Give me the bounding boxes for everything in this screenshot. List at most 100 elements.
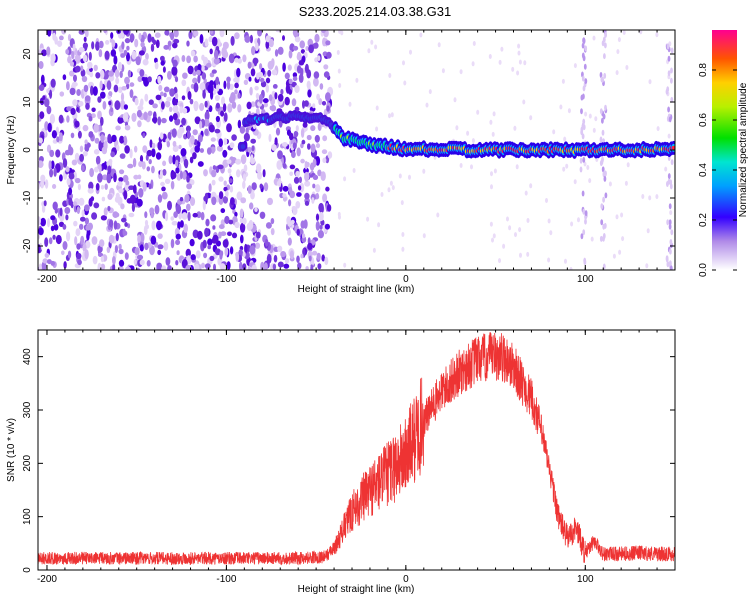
spectrogram-streak-cell — [600, 219, 604, 226]
spectrogram-noise-cell — [47, 122, 52, 133]
spectrogram-noise-cell — [289, 190, 296, 199]
spectrogram-noise-cell — [197, 161, 204, 167]
spectrogram-noise-cell — [46, 46, 51, 56]
spectrogram-noise-cell — [161, 191, 168, 200]
spectrogram-faint-cell — [377, 222, 381, 228]
spectrogram-streak-cell — [601, 117, 604, 124]
spectrogram-noise-cell — [80, 235, 85, 245]
spectrogram-noise-cell — [229, 142, 235, 149]
spectrogram-noise-cell — [132, 184, 137, 194]
spectrogram-faint-cell — [506, 216, 509, 222]
spectrogram-faint-cell — [338, 30, 342, 34]
spectrogram-noise-cell — [259, 183, 263, 190]
spectrogram-noise-cell — [221, 96, 225, 106]
spectrogram-noise-cell — [213, 263, 216, 270]
spectrogram-noise-cell — [242, 54, 247, 63]
spectrogram-noise-cell — [267, 197, 273, 206]
spectrogram-noise-cell — [144, 211, 148, 219]
spectrogram-noise-cell — [151, 220, 156, 231]
spectrogram-noise-cell — [154, 204, 160, 215]
spectrogram-noise-cell — [73, 74, 77, 83]
spectrogram-noise-cell — [38, 263, 42, 270]
spectrogram-noise-cell — [163, 86, 170, 93]
spectrogram-noise-cell — [102, 100, 107, 110]
spectrogram-noise-cell — [166, 96, 172, 102]
spectrogram-noise-cell — [321, 149, 328, 155]
spectrogram-faint-cell — [390, 112, 394, 118]
spectrogram-noise-cell — [173, 38, 180, 44]
spectrogram-streak-cell — [602, 235, 605, 242]
spectrogram-noise-cell — [108, 70, 114, 77]
spectrogram-noise-cell — [61, 250, 65, 256]
spectrogram-faint-cell — [612, 253, 616, 259]
spectrogram-noise-cell — [171, 66, 178, 76]
spectrogram-noise-cell — [131, 202, 135, 212]
spectrogram-noise-cell — [267, 60, 274, 70]
spectrogram-noise-cell — [116, 144, 120, 152]
spectrogram-noise-cell — [204, 263, 211, 269]
spectrogram-faint-cell — [508, 225, 512, 231]
spectrogram-noise-cell — [70, 107, 76, 116]
spectrogram-noise-cell — [59, 35, 64, 41]
spectrogram-noise-cell — [146, 166, 151, 172]
spectrogram-noise-cell — [87, 61, 93, 69]
spectrogram-faint-cell — [648, 195, 652, 201]
spectrogram-faint-cell — [624, 180, 628, 186]
spectrogram-noise-cell — [91, 236, 98, 245]
spectrogram-faint-cell — [355, 77, 359, 83]
spectrogram-noise-cell — [115, 125, 121, 131]
spectrogram-noise-cell — [123, 30, 130, 35]
spectrogram-faint-cell — [471, 61, 475, 67]
spectrogram-noise-cell — [91, 41, 95, 50]
spectrogram-noise-cell — [67, 250, 72, 259]
spectrogram-noise-cell — [50, 53, 56, 63]
spectrogram-faint-cell — [403, 80, 407, 86]
spectrogram-noise-cell — [141, 76, 146, 82]
spectrogram-noise-cell — [203, 252, 208, 259]
spectrogram-faint-cell — [547, 257, 551, 263]
spectrogram-faint-cell — [380, 192, 384, 197]
spectrogram-noise-cell — [120, 92, 125, 102]
spectrogram-noise-cell — [247, 185, 252, 194]
spectrogram-noise-cell — [296, 147, 301, 157]
spectrogram-streak-cell — [667, 70, 671, 77]
spectrogram-noise-cell — [164, 100, 171, 108]
spectrogram-noise-cell — [209, 30, 214, 35]
spectrogram-noise-cell — [286, 216, 291, 225]
snr-x-ticks: -200 -100 0 100 — [37, 330, 676, 585]
spectrogram-streak-cell — [666, 86, 670, 93]
spectrogram-noise-cell — [167, 131, 172, 141]
spectrogram-noise-cell — [186, 183, 193, 190]
spectrogram-noise-cell — [38, 137, 43, 144]
spectrogram-noise-cell — [284, 258, 290, 264]
spectrogram-noise-cell — [82, 54, 88, 63]
spectrogram-noise-cell — [240, 154, 247, 165]
spectrogram-noise-cell — [254, 85, 259, 91]
spectrogram-noise-cell — [292, 76, 298, 81]
spectrogram-faint-cell — [400, 200, 404, 206]
spectrogram-noise-cell — [40, 180, 45, 189]
spectrogram-noise-cell — [118, 31, 125, 39]
spectrogram-noise-cell — [94, 166, 99, 173]
spectrogram-noise-cell — [114, 196, 121, 203]
spectrogram-noise-cell — [104, 50, 110, 60]
spectrogram-noise-cell — [71, 159, 78, 166]
spectrogram-noise-cell — [168, 155, 173, 165]
spectrogram-noise-cell — [326, 204, 332, 212]
spectrogram-faint-cell — [523, 60, 527, 66]
spectrogram-noise-cell — [301, 139, 306, 145]
spectrogram-noise-cell — [123, 190, 128, 200]
spectrogram-noise-cell — [312, 183, 316, 189]
spectrogram-noise-cell — [192, 212, 198, 218]
spectrogram-noise-cell — [107, 205, 111, 212]
spectrogram-noise-cell — [326, 51, 332, 59]
spectrogram-faint-cell — [402, 60, 405, 66]
spectrogram-noise-cell — [291, 206, 297, 211]
spectrogram-streak-cell — [603, 175, 607, 182]
spectrogram-noise-cell — [271, 144, 277, 151]
spectrogram-noise-cell — [66, 197, 70, 206]
spectrogram-noise-cell — [142, 182, 147, 192]
spectrogram-noise-cell — [262, 169, 266, 178]
spectrogram-faint-cell — [489, 221, 493, 227]
spectrogram-noise-cell — [128, 185, 135, 190]
